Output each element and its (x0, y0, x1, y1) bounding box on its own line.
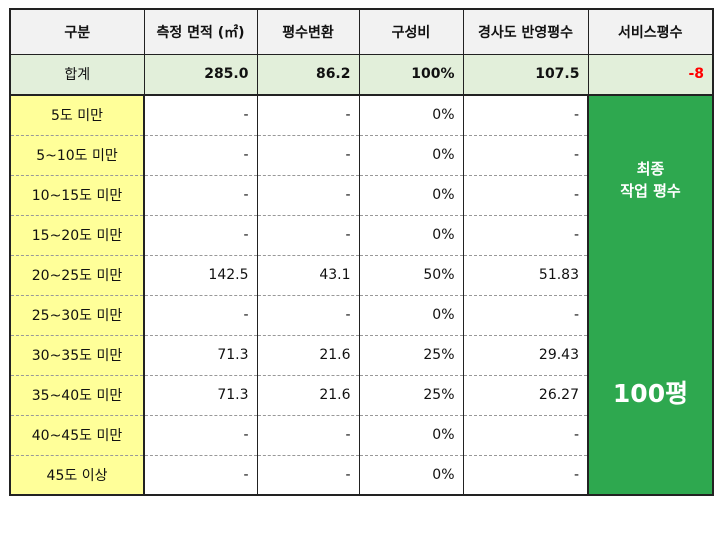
row-slope-pyeong: 29.43 (462, 335, 589, 376)
table-row: 5도 미만 - - 0% - 최종 작업 평수 100평 (9, 94, 714, 496)
row-slope-pyeong: 26.27 (462, 375, 589, 416)
header-ratio: 구성비 (358, 8, 464, 55)
row-slope-pyeong: - (462, 415, 589, 456)
row-ratio: 0% (358, 455, 464, 496)
row-pyeong: 21.6 (256, 375, 360, 416)
row-ratio: 0% (358, 295, 464, 336)
row-ratio: 25% (358, 375, 464, 416)
slope-area-table-wrapper: 구분 측정 면적 (㎡) 평수변환 구성비 경사도 반영평수 서비스평수 합계 … (9, 8, 714, 496)
row-category: 45도 이상 (9, 455, 145, 496)
row-area: - (143, 215, 258, 256)
row-pyeong: - (256, 295, 360, 336)
row-area: - (143, 135, 258, 176)
row-category: 35~40도 미만 (9, 375, 145, 416)
row-pyeong: - (256, 415, 360, 456)
row-slope-pyeong: - (462, 215, 589, 256)
row-pyeong: - (256, 215, 360, 256)
row-pyeong: 43.1 (256, 255, 360, 296)
header-category: 구분 (9, 8, 145, 55)
row-category: 30~35도 미만 (9, 335, 145, 376)
table-row: 30~35도 미만 71.3 21.6 25% 29.43 (9, 335, 713, 376)
row-area: - (143, 455, 258, 496)
table-row: 15~20도 미만 - - 0% - (9, 215, 713, 256)
total-pyeong: 86.2 (256, 53, 360, 96)
row-slope-pyeong: - (462, 295, 589, 336)
header-pyeong: 평수변환 (256, 8, 360, 55)
row-area: - (143, 175, 258, 216)
table-row: 35~40도 미만 71.3 21.6 25% 26.27 (9, 375, 713, 416)
final-work-area-cell: 최종 작업 평수 100평 (587, 94, 714, 496)
row-area: 142.5 (143, 255, 258, 296)
row-category: 10~15도 미만 (9, 175, 145, 216)
row-pyeong: - (256, 455, 360, 496)
total-area: 285.0 (143, 53, 258, 96)
final-work-area-label-line2: 작업 평수 (620, 182, 681, 200)
row-category: 25~30도 미만 (9, 295, 145, 336)
row-slope-pyeong: - (462, 175, 589, 216)
header-service-pyeong: 서비스평수 (587, 8, 714, 55)
row-ratio: 0% (358, 95, 464, 136)
row-slope-pyeong: - (462, 455, 589, 496)
row-area: 71.3 (143, 375, 258, 416)
row-category: 40~45도 미만 (9, 415, 145, 456)
row-ratio: 0% (358, 215, 464, 256)
row-slope-pyeong: - (462, 95, 589, 136)
row-ratio: 0% (358, 135, 464, 176)
table-row: 10~15도 미만 - - 0% - (9, 175, 713, 216)
row-slope-pyeong: - (462, 135, 589, 176)
row-category: 5~10도 미만 (9, 135, 145, 176)
table-row: 20~25도 미만 142.5 43.1 50% 51.83 (9, 255, 713, 296)
final-work-area-value: 100평 (612, 379, 689, 408)
row-pyeong: 21.6 (256, 335, 360, 376)
header-row: 구분 측정 면적 (㎡) 평수변환 구성비 경사도 반영평수 서비스평수 (9, 8, 714, 55)
row-category: 15~20도 미만 (9, 215, 145, 256)
row-pyeong: - (256, 175, 360, 216)
row-ratio: 50% (358, 255, 464, 296)
table-row: 40~45도 미만 - - 0% - (9, 415, 713, 456)
row-slope-pyeong: 51.83 (462, 255, 589, 296)
row-ratio: 0% (358, 415, 464, 456)
total-label: 합계 (9, 53, 145, 96)
total-row: 합계 285.0 86.2 100% 107.5 -8 (9, 53, 714, 96)
table-row: 25~30도 미만 - - 0% - (9, 295, 713, 336)
row-category: 20~25도 미만 (9, 255, 145, 296)
total-service-pyeong: -8 (587, 53, 714, 96)
header-area: 측정 면적 (㎡) (143, 8, 258, 55)
total-ratio: 100% (358, 53, 464, 96)
table-row: 5~10도 미만 - - 0% - (9, 135, 713, 176)
table-row: 45도 이상 - - 0% - (9, 455, 713, 496)
row-ratio: 0% (358, 175, 464, 216)
total-slope-pyeong: 107.5 (462, 53, 589, 96)
final-work-area-label: 최종 작업 평수 (589, 158, 712, 202)
row-pyeong: - (256, 135, 360, 176)
row-area: - (143, 295, 258, 336)
header-slope-pyeong: 경사도 반영평수 (462, 8, 589, 55)
row-area: - (143, 95, 258, 136)
row-area: - (143, 415, 258, 456)
row-category: 5도 미만 (9, 95, 145, 136)
row-pyeong: - (256, 95, 360, 136)
slope-area-table: 구분 측정 면적 (㎡) 평수변환 구성비 경사도 반영평수 서비스평수 합계 … (9, 8, 714, 496)
row-ratio: 25% (358, 335, 464, 376)
row-area: 71.3 (143, 335, 258, 376)
final-work-area-label-line1: 최종 (636, 160, 665, 178)
